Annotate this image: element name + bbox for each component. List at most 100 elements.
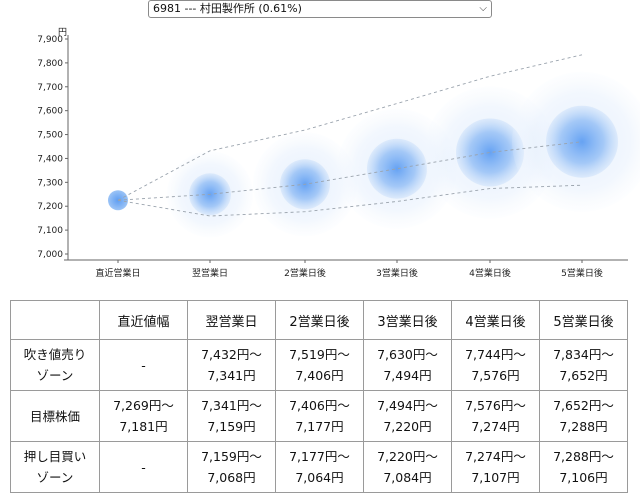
upper-trend-line [117, 54, 583, 201]
table-header-cell: 3営業日後 [363, 300, 452, 340]
prediction-chart: 円 7,000 7,100 7,200 7,300 7,400 7,500 7,600 7,70… [37, 27, 640, 279]
y-tick-label: 7,000 [37, 250, 63, 260]
y-unit-label: 円 [58, 27, 67, 38]
table-cell: 7,494円〜 7,220円 [363, 390, 452, 442]
table-header-cell [10, 300, 100, 340]
table-row: 吹き値売りゾーン - 7,432円〜 7,341円 7,519円〜 7,406円 7,630… [10, 339, 628, 391]
cell-value: 7,084円 [383, 470, 432, 485]
cell-value: - [141, 357, 146, 373]
table-header-cell: 4営業日後 [451, 300, 540, 340]
row-label-line: ゾーン [36, 470, 74, 485]
y-tick-label: 7,400 [37, 154, 63, 164]
row-label: 押し目買い ゾーン [10, 441, 100, 493]
cell-value: 7,288円 [559, 419, 608, 434]
cell-value: 7,494円 [383, 368, 432, 383]
chart-bubbles [108, 71, 640, 238]
cell-value: 7,177円 [295, 419, 344, 434]
table-header-cell: 直近値幅 [99, 300, 188, 340]
cell-value: 7,494円〜 [377, 398, 438, 413]
table-cell: 7,576円〜 7,274円 [451, 390, 540, 442]
y-tick-label: 7,800 [37, 59, 63, 69]
cell-value: 7,159円〜 [201, 449, 262, 464]
cell-value: 7,107円 [471, 470, 520, 485]
cell-value: 7,288円〜 [553, 449, 614, 464]
cell-value: 7,432円〜 [201, 347, 262, 362]
table-cell: 7,652円〜 7,288円 [539, 390, 628, 442]
x-tick-label: 直近営業日 [95, 267, 140, 279]
chevron-down-icon: ⌵ [479, 3, 487, 14]
table-cell: 7,630円〜 7,494円 [363, 339, 452, 391]
table-cell: 7,406円〜 7,177円 [275, 390, 364, 442]
table-cell: - [99, 339, 188, 391]
chart-trend-lines [117, 54, 583, 217]
row-label: 目標株価 [10, 390, 100, 442]
table-row: 押し目買いゾーン - 7,159円〜 7,068円 7,177円〜 7,064円 7,220… [10, 441, 628, 493]
cell-value: 7,159円 [207, 419, 256, 434]
cell-value: 7,834円〜 [553, 347, 614, 362]
table-cell: 7,432円〜 7,341円 [187, 339, 276, 391]
row-label-line: 押し目買い [23, 449, 87, 464]
table-cell: 7,341円〜 7,159円 [187, 390, 276, 442]
row-label: 吹き値売り ゾーン [10, 339, 100, 391]
x-tick-label: 4営業日後 [469, 267, 511, 279]
cell-value: 7,576円 [471, 368, 520, 383]
x-tick-label: 2営業日後 [284, 267, 326, 279]
y-tick-label: 7,300 [37, 178, 63, 188]
table-cell: 7,274円〜 7,107円 [451, 441, 540, 493]
range-bubble-inner [456, 118, 524, 187]
y-tick-label: 7,500 [37, 131, 63, 141]
table-header-row: 直近値幅 翌営業日 2営業日後 3営業日後 4営業日後 5営業日後 [10, 300, 628, 340]
y-tick-label: 7,100 [37, 226, 63, 236]
stock-select[interactable]: 6981 --- 村田製作所 (0.61%) ⌵ [148, 0, 492, 18]
cell-value: 7,068円 [207, 470, 256, 485]
table-cell: 7,159円〜 7,068円 [187, 441, 276, 493]
cell-value: 7,274円 [471, 419, 520, 434]
table-cell: 7,269円〜 7,181円 [99, 390, 188, 442]
x-tick-label: 3営業日後 [376, 267, 418, 279]
table-header-cell: 2営業日後 [275, 300, 364, 340]
table-row: 目標株価 7,269円〜 7,181円 7,341円〜 7,159円 7,406円〜 7,1… [10, 390, 628, 442]
cell-value: 7,630円〜 [377, 347, 438, 362]
cell-value: 7,177円〜 [289, 449, 350, 464]
table-header-cell: 5営業日後 [539, 300, 628, 340]
table-cell: 7,177円〜 7,064円 [275, 441, 364, 493]
cell-value: 7,652円〜 [553, 398, 614, 413]
y-tick-label: 7,900 [37, 35, 63, 45]
prediction-table: 直近値幅 翌営業日 2営業日後 3営業日後 4営業日後 5営業日後 吹き値売りゾ… [10, 300, 628, 493]
table-cell: 7,744円〜 7,576円 [451, 339, 540, 391]
table-cell: 7,288円〜 7,106円 [539, 441, 628, 493]
cell-value: 7,220円〜 [377, 449, 438, 464]
cell-value: 7,652円 [559, 368, 608, 383]
row-label-line: ゾーン [36, 368, 74, 383]
cell-value: 7,406円 [295, 368, 344, 383]
cell-value: 7,181円 [119, 419, 168, 434]
center-trend-line [117, 141, 583, 201]
y-tick-label: 7,200 [37, 202, 63, 212]
row-label-line: 目標株価 [29, 408, 80, 424]
cell-value: 7,274円〜 [465, 449, 526, 464]
cell-value: 7,576円〜 [465, 398, 526, 413]
cell-value: 7,519円〜 [289, 347, 350, 362]
row-label-line: 吹き値売り [23, 347, 87, 362]
cell-value: 7,744円〜 [465, 347, 526, 362]
lower-trend-line [117, 184, 583, 217]
table-cell: 7,519円〜 7,406円 [275, 339, 364, 391]
cell-value: 7,341円〜 [201, 398, 262, 413]
cell-value: 7,269円〜 [113, 398, 174, 413]
table-cell: 7,834円〜 7,652円 [539, 339, 628, 391]
x-tick-label: 5営業日後 [561, 267, 603, 279]
y-tick-label: 7,600 [37, 107, 63, 117]
table-header-cell: 翌営業日 [187, 300, 276, 340]
cell-value: 7,341円 [207, 368, 256, 383]
range-bubble-inner [367, 138, 427, 199]
x-tick-label: 翌営業日 [192, 267, 228, 279]
stock-select-value: 6981 --- 村田製作所 (0.61%) [153, 2, 302, 15]
table-cell: - [99, 441, 188, 493]
cell-value: 7,406円〜 [289, 398, 350, 413]
cell-value: 7,220円 [383, 419, 432, 434]
cell-value: - [141, 459, 146, 475]
cell-value: 7,064円 [295, 470, 344, 485]
chart-axes: 円 7,000 7,100 7,200 7,300 7,400 7,500 7,600 7,70… [37, 27, 628, 279]
cell-value: 7,106円 [559, 470, 608, 485]
table-cell: 7,220円〜 7,084円 [363, 441, 452, 493]
